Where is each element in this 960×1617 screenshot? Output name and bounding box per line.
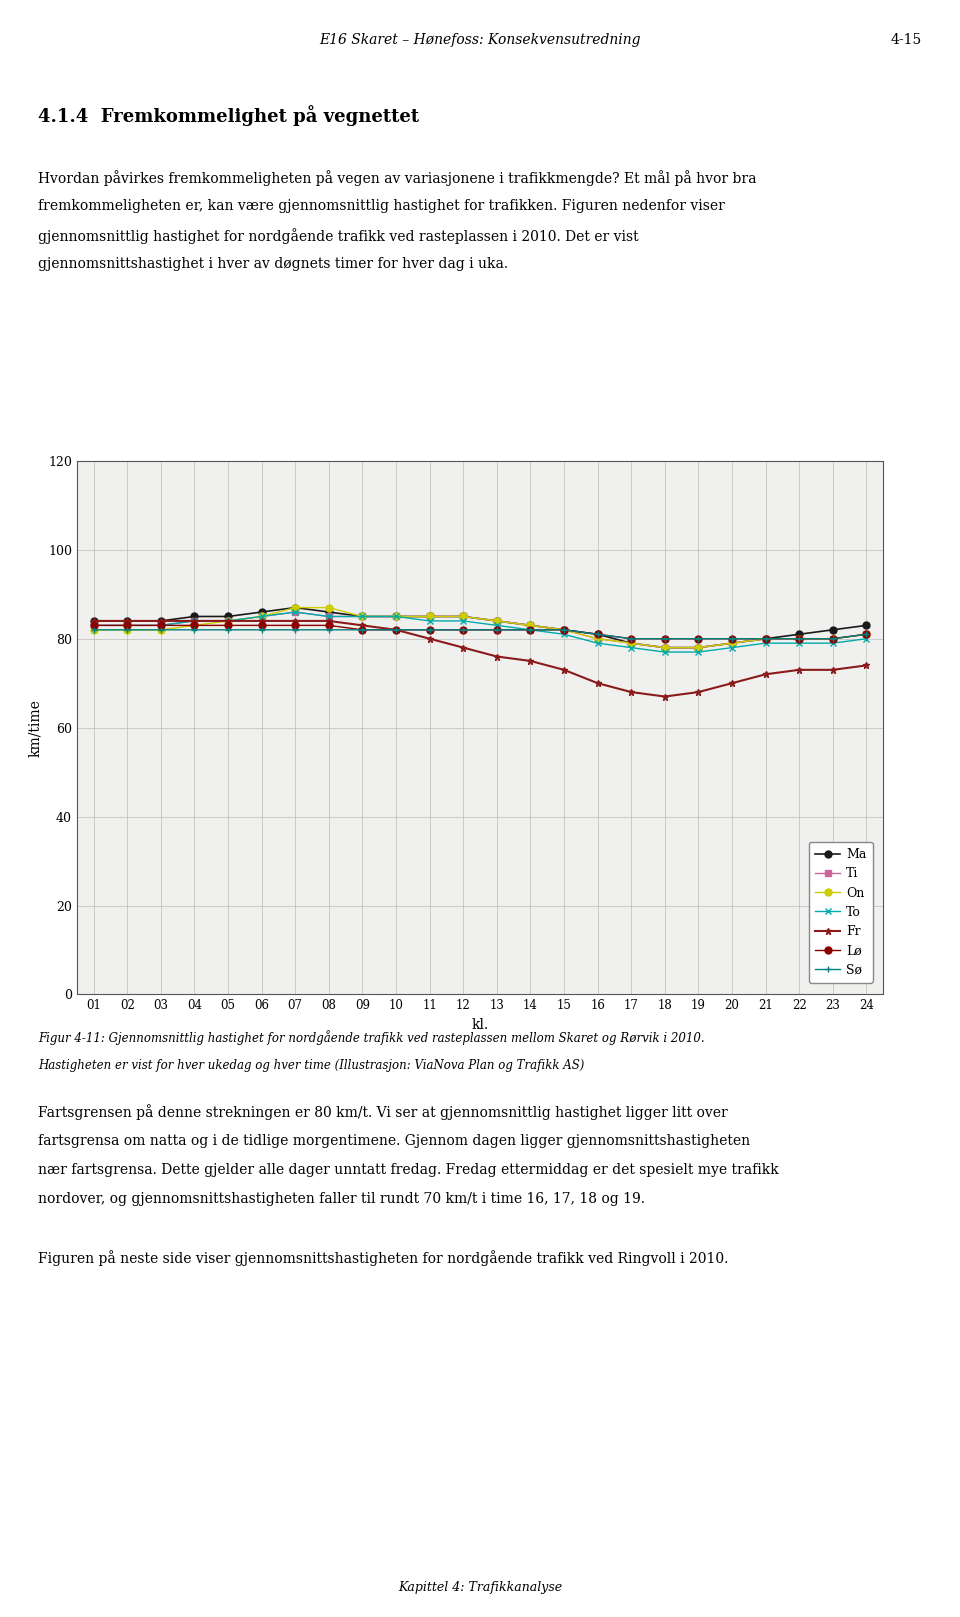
Text: 4.1.4  Fremkommelighet på vegnettet: 4.1.4 Fremkommelighet på vegnettet [38,105,420,126]
Y-axis label: km/time: km/time [29,699,42,757]
Text: 4-15: 4-15 [890,34,922,47]
X-axis label: kl.: kl. [471,1017,489,1032]
Text: Figur 4-11: Gjennomsnittlig hastighet for nordgående trafikk ved rasteplassen me: Figur 4-11: Gjennomsnittlig hastighet fo… [38,1030,705,1045]
Text: fremkommeligheten er, kan være gjennomsnittlig hastighet for trafikken. Figuren : fremkommeligheten er, kan være gjennomsn… [38,199,725,213]
Text: nær fartsgrensa. Dette gjelder alle dager unntatt fredag. Fredag ettermiddag er : nær fartsgrensa. Dette gjelder alle dage… [38,1163,780,1177]
Text: Hvordan påvirkes fremkommeligheten på vegen av variasjonene i trafikkmengde? Et : Hvordan påvirkes fremkommeligheten på ve… [38,170,756,186]
Text: Fartsgrensen på denne strekningen er 80 km/t. Vi ser at gjennomsnittlig hastighe: Fartsgrensen på denne strekningen er 80 … [38,1104,728,1121]
Text: Figuren på neste side viser gjennomsnittshastigheten for nordgående trafikk ved : Figuren på neste side viser gjennomsnitt… [38,1250,729,1266]
Text: E16 Skaret – Hønefoss: Konsekvensutredning: E16 Skaret – Hønefoss: Konsekvensutredni… [320,34,640,47]
Text: fartsgrensa om natta og i de tidlige morgentimene. Gjennom dagen ligger gjennoms: fartsgrensa om natta og i de tidlige mor… [38,1134,751,1148]
Text: gjennomsnittlig hastighet for nordgående trafikk ved rasteplassen i 2010. Det er: gjennomsnittlig hastighet for nordgående… [38,228,639,244]
Legend: Ma, Ti, On, To, Fr, Lø, Sø: Ma, Ti, On, To, Fr, Lø, Sø [808,842,873,983]
Text: nordover, og gjennomsnittshastigheten faller til rundt 70 km/t i time 16, 17, 18: nordover, og gjennomsnittshastigheten fa… [38,1192,645,1206]
Text: Hastigheten er vist for hver ukedag og hver time (Illustrasjon: ViaNova Plan og : Hastigheten er vist for hver ukedag og h… [38,1059,585,1072]
Text: Kapittel 4: Trafikkanalyse: Kapittel 4: Trafikkanalyse [398,1581,562,1594]
Text: gjennomsnittshastighet i hver av døgnets timer for hver dag i uka.: gjennomsnittshastighet i hver av døgnets… [38,257,509,272]
